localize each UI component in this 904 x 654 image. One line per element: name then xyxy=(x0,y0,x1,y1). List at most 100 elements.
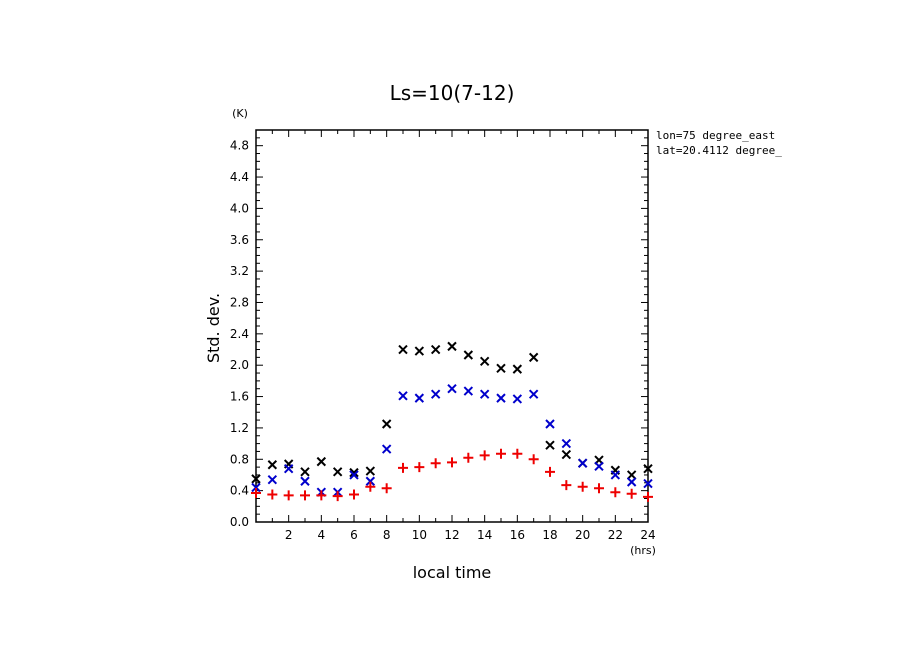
data-point xyxy=(545,419,555,429)
data-point xyxy=(398,344,408,355)
y-tick-label: 4.0 xyxy=(230,201,249,215)
data-point xyxy=(496,393,506,403)
x-tick-label: 24 xyxy=(640,528,655,542)
data-point xyxy=(528,454,539,465)
data-point xyxy=(349,470,359,480)
series-1 xyxy=(251,384,653,497)
y-tick-label: 3.6 xyxy=(230,233,249,247)
y-tick-label: 4.4 xyxy=(230,170,249,184)
data-point xyxy=(496,363,506,374)
data-point xyxy=(594,461,604,472)
x-tick-label: 18 xyxy=(542,528,557,542)
data-point xyxy=(463,350,474,360)
data-point xyxy=(643,478,653,489)
x-tick-label: 10 xyxy=(412,528,427,542)
data-point xyxy=(381,419,392,429)
data-point xyxy=(545,466,555,477)
data-point xyxy=(267,489,278,500)
data-point xyxy=(577,458,588,468)
data-point xyxy=(332,491,343,502)
data-point xyxy=(251,487,261,498)
data-point xyxy=(512,448,523,459)
x-tick-label: 14 xyxy=(477,528,492,542)
data-point xyxy=(643,491,653,502)
data-point xyxy=(643,463,653,474)
data-point xyxy=(267,460,278,470)
data-point xyxy=(414,346,425,356)
data-point xyxy=(316,490,327,501)
data-point xyxy=(512,364,523,374)
y-axis-label: Std. dev. xyxy=(204,293,223,363)
data-point xyxy=(430,344,441,355)
data-point xyxy=(430,389,441,399)
data-point xyxy=(626,477,637,487)
ticks: 2 4 6 8 10 12 14 16 18 20 22 240.00.40.81.21.62.02.… xyxy=(230,130,656,542)
data-point xyxy=(577,481,588,492)
data-point xyxy=(561,438,572,449)
data-point xyxy=(349,489,359,500)
data-point xyxy=(610,470,621,480)
y-tick-label: 4.8 xyxy=(230,139,249,153)
y-tick-label: 2.8 xyxy=(230,295,249,309)
data-point xyxy=(414,393,425,403)
data-point xyxy=(300,490,310,501)
annotation-lon: lon=75 degree_east xyxy=(656,129,775,142)
data-point xyxy=(479,389,490,399)
data-point xyxy=(447,341,457,352)
x-tick-label: 22 xyxy=(608,528,623,542)
data-point xyxy=(414,462,425,473)
x-unit-label: (hrs) xyxy=(630,544,656,557)
x-tick-label: 8 xyxy=(383,528,391,542)
series-0 xyxy=(251,341,653,484)
data-point xyxy=(430,458,441,469)
x-tick-label: 16 xyxy=(510,528,525,542)
data-point xyxy=(626,488,637,499)
data-point xyxy=(300,476,310,486)
data-point xyxy=(561,449,572,460)
series-2 xyxy=(251,448,653,502)
x-axis-label: local time xyxy=(413,563,492,582)
data-point xyxy=(528,389,539,399)
data-point xyxy=(561,480,572,491)
data-point xyxy=(398,391,408,401)
data-point xyxy=(251,474,261,484)
data-point xyxy=(381,444,392,454)
data-point xyxy=(447,457,457,468)
data-point xyxy=(479,356,490,366)
data-point xyxy=(267,474,278,485)
data-point xyxy=(463,386,474,396)
y-tick-label: 1.2 xyxy=(230,421,249,435)
data-point xyxy=(479,450,490,461)
data-point xyxy=(283,463,294,474)
y-tick-label: 3.2 xyxy=(230,264,249,278)
data-point xyxy=(626,470,637,480)
data-point xyxy=(365,476,376,486)
data-point xyxy=(316,456,327,467)
data-point xyxy=(398,462,408,473)
y-tick-label: 0.8 xyxy=(230,452,249,466)
x-tick-label: 12 xyxy=(444,528,459,542)
data-point xyxy=(332,467,343,477)
data-point xyxy=(300,467,310,477)
data-point xyxy=(594,483,604,494)
y-tick-label: 0.0 xyxy=(230,515,249,529)
x-tick-label: 6 xyxy=(350,528,358,542)
data-point xyxy=(463,452,474,463)
chart-title: Ls=10(7-12) xyxy=(390,81,515,105)
data-point xyxy=(365,466,376,476)
x-tick-label: 4 xyxy=(318,528,326,542)
data-point xyxy=(283,490,294,501)
y-tick-label: 1.6 xyxy=(230,390,249,404)
data-points xyxy=(251,341,653,502)
annotation-lat: lat=20.4112 degree_ xyxy=(656,144,782,157)
data-point xyxy=(381,483,392,494)
data-point xyxy=(610,487,621,498)
y-tick-label: 2.0 xyxy=(230,358,249,372)
y-unit-label: (K) xyxy=(232,107,248,120)
y-tick-label: 0.4 xyxy=(230,484,249,498)
data-point xyxy=(365,481,376,492)
data-point xyxy=(447,384,457,394)
data-point xyxy=(545,440,555,450)
x-tick-label: 20 xyxy=(575,528,590,542)
